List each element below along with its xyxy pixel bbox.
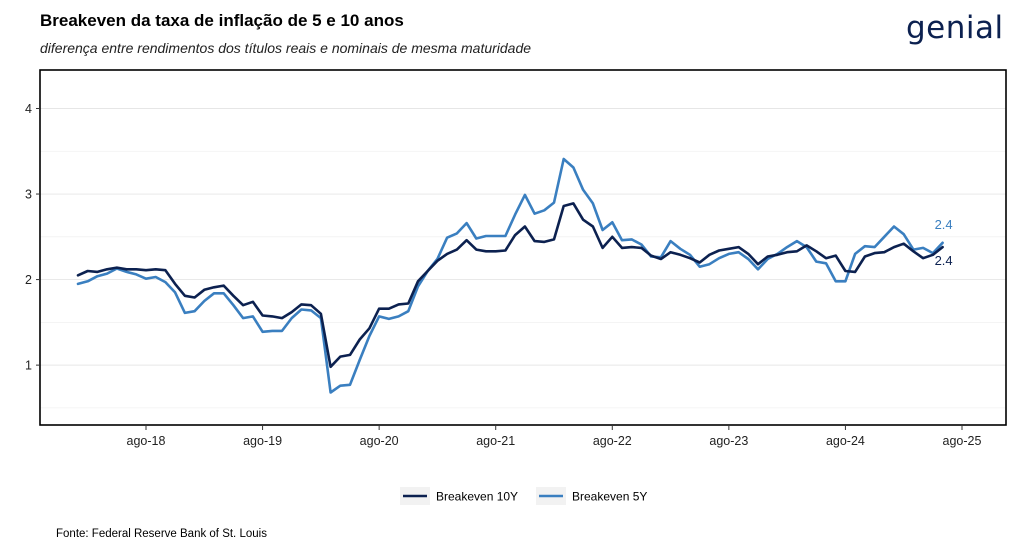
- y-tick-label: 1: [25, 359, 32, 373]
- x-tick-label: ago-25: [943, 434, 982, 448]
- x-tick-label: ago-20: [360, 434, 399, 448]
- series-lines: [76, 157, 944, 394]
- legend-label: Breakeven 5Y: [572, 490, 647, 504]
- end-label-breakeven-5y: 2.4: [935, 217, 953, 232]
- y-tick-label: 2: [25, 273, 32, 287]
- y-tick-label: 3: [25, 188, 32, 202]
- legend-label: Breakeven 10Y: [436, 490, 518, 504]
- x-tick-label: ago-18: [127, 434, 166, 448]
- plot-frame: [39, 69, 1007, 426]
- x-tick-label: ago-24: [826, 434, 865, 448]
- x-axis: ago-18 ago-19 ago-20 ago-21 ago-22 ago-23 ago-…: [127, 425, 982, 448]
- x-tick-label: ago-19: [243, 434, 282, 448]
- x-tick-label: ago-22: [593, 434, 632, 448]
- end-label-breakeven-10y: 2.4: [935, 253, 953, 268]
- series-line-breakeven-5y: [76, 157, 944, 394]
- x-tick-label: ago-23: [709, 434, 748, 448]
- grid-lines: [40, 108, 1006, 409]
- series-line-breakeven-10y: [76, 202, 944, 369]
- y-tick-label: 4: [25, 102, 32, 116]
- legend: Breakeven 10Y Breakeven 5Y: [400, 487, 647, 505]
- end-labels: 2.4 2.4: [935, 217, 953, 268]
- genial-logo: genial: [906, 10, 1004, 46]
- chart-title: Breakeven da taxa de inflação de 5 e 10 …: [40, 11, 404, 30]
- y-axis: 1 2 3 4: [25, 102, 40, 373]
- source-note: Fonte: Federal Reserve Bank of St. Louis: [56, 528, 267, 540]
- x-tick-label: ago-21: [476, 434, 515, 448]
- chart-subtitle: diferença entre rendimentos dos títulos …: [40, 40, 532, 56]
